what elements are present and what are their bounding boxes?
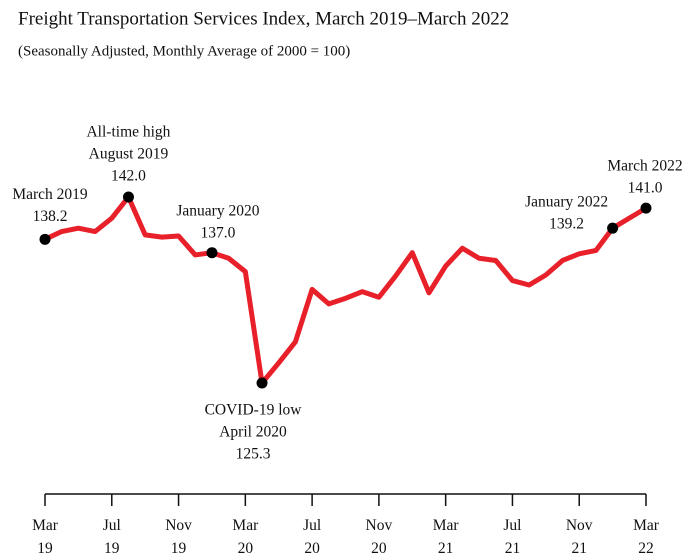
annotation-dot <box>607 222 619 234</box>
annotation-dot <box>206 247 218 259</box>
x-tick-label: Nov 21 <box>566 517 593 557</box>
chart-subtitle: (Seasonally Adjusted, Monthly Average of… <box>18 43 350 59</box>
annotation-text: January 2020 <box>176 202 259 219</box>
x-tick-label: Mar 20 <box>232 517 259 557</box>
annotation-value: 125.3 <box>236 446 271 463</box>
annotation-text: March 2019 <box>12 186 88 203</box>
annotation-dot <box>256 377 268 389</box>
annotation-text: COVID-19 low <box>205 402 303 419</box>
x-tick-label: Jul 19 <box>103 517 121 557</box>
x-tick-label: Mar 22 <box>633 517 660 557</box>
x-tick-label: Mar 19 <box>32 517 59 557</box>
annotation-value: 139.2 <box>549 216 584 233</box>
x-tick-label: Jul 21 <box>503 517 521 557</box>
annotation-value: 142.0 <box>111 168 146 185</box>
annotation-text: August 2019 <box>89 146 169 163</box>
annotation-text: March 2022 <box>607 158 682 175</box>
series-line <box>42 194 649 386</box>
annotation-text: January 2022 <box>525 194 608 211</box>
x-tick-label: Jul 20 <box>303 517 321 557</box>
annotation-dot <box>39 233 51 245</box>
annotation-value: 141.0 <box>628 180 663 197</box>
x-tick-label: Nov 20 <box>366 517 393 557</box>
annotation-text: April 2020 <box>219 424 287 441</box>
annotation-value: 137.0 <box>201 224 236 241</box>
annotation-text: All-time high <box>86 124 170 141</box>
x-tick-label: Mar 21 <box>433 517 460 557</box>
x-tick-label: Nov 19 <box>165 517 192 557</box>
chart-title: Freight Transportation Services Index, M… <box>18 8 509 29</box>
annotation-dot <box>640 202 652 214</box>
annotation-dot <box>122 191 134 203</box>
annotation-value: 138.2 <box>33 208 68 225</box>
